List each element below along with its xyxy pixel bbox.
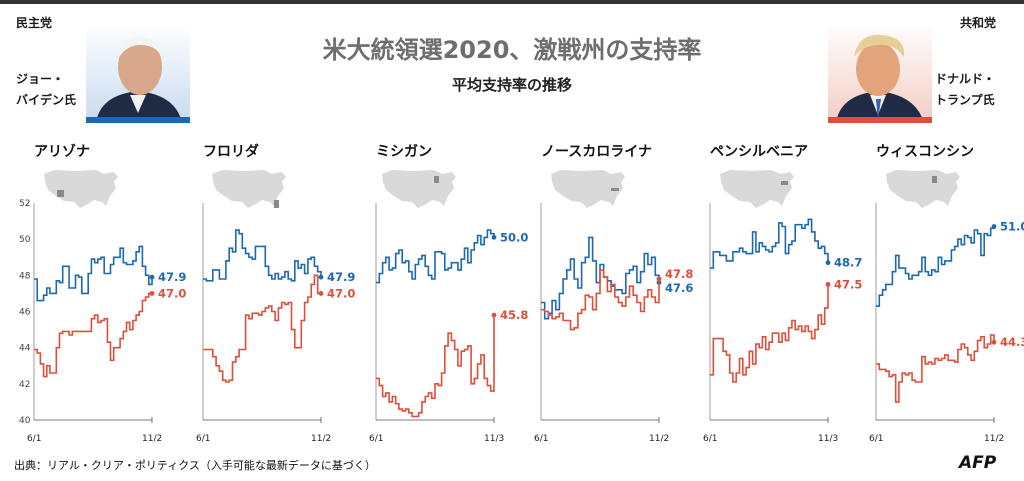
series-line-biden xyxy=(876,226,995,307)
state-highlight xyxy=(932,176,937,183)
series-line-trump xyxy=(541,269,660,331)
series-line-biden xyxy=(34,245,153,302)
state-name: ノースカロライナ xyxy=(541,144,652,160)
end-label-biden: 51.0 xyxy=(1000,220,1024,234)
x-end-label: 11/2 xyxy=(984,434,1004,444)
panel-1: フロリダ 6/1 11/2 47.9 47.0 xyxy=(196,143,355,444)
us-map-outline xyxy=(886,170,960,208)
end-point-trump xyxy=(991,339,997,345)
x-start-label: 6/1 xyxy=(27,434,41,444)
end-label-biden: 47.9 xyxy=(327,270,355,284)
end-label-biden: 47.6 xyxy=(665,281,693,295)
us-map-icon xyxy=(886,170,960,208)
end-label-trump: 45.8 xyxy=(500,308,528,322)
us-map-outline xyxy=(44,170,118,208)
series-line-trump xyxy=(203,274,321,383)
biden-photo xyxy=(86,23,190,123)
state-name: アリゾナ xyxy=(34,143,90,160)
y-tick-label: 50 xyxy=(19,235,31,245)
x-end-label: 11/2 xyxy=(649,434,669,444)
y-tick-label: 40 xyxy=(19,416,31,426)
end-label-biden: 48.7 xyxy=(834,256,862,270)
series-line-biden xyxy=(376,229,495,284)
afp-logo: AFP xyxy=(959,453,997,473)
y-tick-label: 46 xyxy=(19,308,31,318)
end-point-biden xyxy=(991,224,997,229)
us-map-outline xyxy=(720,170,794,208)
trump-photo xyxy=(828,23,932,123)
us-map-icon xyxy=(382,170,456,208)
x-start-label: 6/1 xyxy=(869,434,883,444)
x-end-label: 11/2 xyxy=(142,434,162,444)
x-end-label: 11/3 xyxy=(484,434,504,444)
right-party-label: 共和党 xyxy=(960,16,997,30)
y-tick-label: 52 xyxy=(19,199,30,209)
left-candidate-name-line2: バイデン氏 xyxy=(16,93,77,107)
state-highlight xyxy=(781,181,788,185)
us-map-outline xyxy=(212,170,286,208)
x-end-label: 11/3 xyxy=(818,434,838,444)
state-highlight xyxy=(274,200,279,208)
end-point-trump xyxy=(825,281,831,287)
y-tick-label: 48 xyxy=(19,271,31,281)
end-label-trump: 47.0 xyxy=(158,286,186,300)
y-tick-label: 42 xyxy=(19,380,30,390)
end-label-trump: 47.8 xyxy=(665,267,693,281)
series-line-trump xyxy=(710,284,829,383)
x-start-label: 6/1 xyxy=(369,434,383,444)
chart-title: 米大統領選2020、激戦州の支持率 xyxy=(322,36,702,64)
series-line-trump xyxy=(376,315,495,418)
panel-4: ペンシルベニア 6/1 11/3 48.7 47.5 xyxy=(703,144,862,444)
x-start-label: 6/1 xyxy=(534,434,548,444)
source-note: 出典：リアル・クリア・ポリティクス（入手可能な最新データに基づく） xyxy=(14,459,376,472)
end-point-trump xyxy=(656,276,662,282)
end-point-trump xyxy=(149,291,155,296)
state-name: フロリダ xyxy=(203,143,259,160)
end-point-trump xyxy=(491,312,497,318)
series-line-biden xyxy=(710,218,829,269)
us-map-outline xyxy=(551,170,625,208)
panel-5: ウィスコンシン 6/1 11/2 51.0 44.3 xyxy=(869,144,1024,444)
state-name: ウィスコンシン xyxy=(876,144,974,160)
us-map-icon xyxy=(212,170,286,208)
end-label-biden: 47.9 xyxy=(158,270,186,284)
us-map-outline xyxy=(382,170,456,208)
series-line-biden xyxy=(203,229,322,282)
left-candidate-name-line1: ジョー・ xyxy=(16,72,65,86)
end-label-trump: 44.3 xyxy=(1000,335,1024,349)
right-candidate-name-line1: ドナルド・ xyxy=(935,72,996,86)
x-end-label: 11/2 xyxy=(311,434,331,444)
end-point-biden xyxy=(825,260,831,266)
end-label-biden: 50.0 xyxy=(500,230,528,244)
x-start-label: 6/1 xyxy=(703,434,717,444)
state-highlight xyxy=(434,176,439,183)
state-highlight xyxy=(57,190,64,197)
series-line-trump xyxy=(34,292,152,378)
right-candidate-name-line2: トランプ氏 xyxy=(935,93,995,107)
state-highlight xyxy=(611,188,619,191)
series-line-trump xyxy=(876,334,995,403)
state-name: ミシガン xyxy=(376,144,432,160)
panel-2: ミシガン 6/1 11/3 50.0 45.8 xyxy=(369,144,528,444)
end-point-trump xyxy=(318,291,324,296)
us-map-icon xyxy=(44,170,118,208)
us-map-icon xyxy=(551,170,625,208)
panel-3: ノースカロライナ 6/1 11/2 47.647.8 xyxy=(534,144,693,444)
end-label-trump: 47.0 xyxy=(327,286,355,300)
y-tick-label: 44 xyxy=(19,344,31,354)
end-label-trump: 47.5 xyxy=(834,277,862,291)
state-name: ペンシルベニア xyxy=(710,144,808,160)
chart-subtitle: 平均支持率の推移 xyxy=(451,76,572,94)
end-point-biden xyxy=(318,274,324,280)
left-party-label: 民主党 xyxy=(16,16,53,30)
top-rule xyxy=(0,0,1024,4)
x-start-label: 6/1 xyxy=(196,434,210,444)
panel-0: アリゾナ 6/1 11/2 47.9 47.0 xyxy=(27,143,186,444)
us-map-icon xyxy=(720,170,794,208)
end-point-biden xyxy=(491,234,497,240)
end-point-biden xyxy=(149,274,155,280)
